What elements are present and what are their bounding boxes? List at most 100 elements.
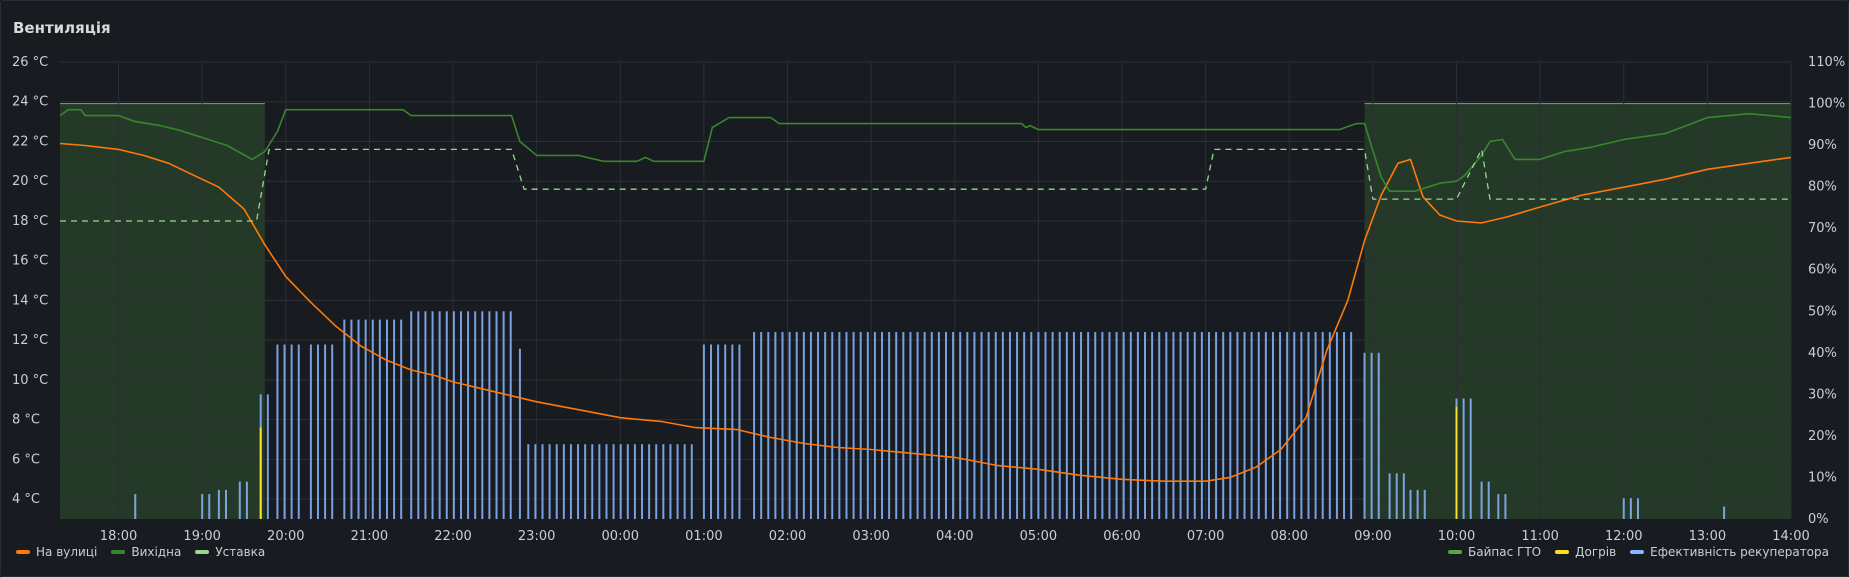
y-left-tick-label: 4 °C	[12, 492, 40, 507]
x-tick-label: 02:00	[769, 529, 806, 544]
efficiency-bar	[266, 394, 269, 519]
efficiency-bar	[518, 348, 521, 519]
efficiency-bar	[1207, 332, 1210, 519]
efficiency-bar	[1264, 332, 1267, 519]
legend-left: На вулиці Вихідна Уставка	[16, 545, 265, 559]
y-left-tick-label: 20 °C	[12, 174, 48, 189]
y-left-tick-label: 6 °C	[12, 452, 40, 467]
efficiency-bar	[1497, 494, 1500, 519]
efficiency-bar	[1622, 498, 1625, 519]
efficiency-bar	[417, 311, 420, 519]
efficiency-bar	[1051, 332, 1054, 519]
legend-item[interactable]: Вихідна	[111, 545, 181, 559]
legend-item[interactable]: Байпас ГТО	[1448, 545, 1541, 559]
efficiency-bar	[690, 444, 693, 519]
efficiency-bar	[502, 311, 505, 519]
efficiency-bar	[459, 311, 462, 519]
y-right-tick-label: 30%	[1808, 387, 1837, 402]
efficiency-bar	[1072, 332, 1075, 519]
efficiency-bar	[245, 481, 248, 519]
x-tick-label: 19:00	[183, 529, 220, 544]
efficiency-bar	[555, 444, 558, 519]
efficiency-bar	[866, 332, 869, 519]
legend-swatch	[1630, 550, 1645, 554]
efficiency-bar	[1023, 332, 1026, 519]
series-line-На вулиці	[59, 142, 1792, 482]
x-tick-label: 03:00	[852, 529, 889, 544]
efficiency-bar	[577, 444, 580, 519]
efficiency-bar	[873, 332, 876, 519]
legend-item[interactable]: На вулиці	[16, 545, 97, 559]
y-left-tick-label: 10 °C	[12, 373, 48, 388]
panel-title: Вентиляція	[13, 19, 111, 37]
efficiency-bar	[760, 332, 763, 519]
efficiency-bar	[802, 332, 805, 519]
efficiency-bar	[1136, 332, 1139, 519]
efficiency-bar	[1001, 332, 1004, 519]
legend-label: Вихідна	[131, 545, 182, 559]
legend-item[interactable]: Догрів	[1555, 545, 1616, 559]
bypass-region-1	[1364, 103, 1791, 519]
legend-label: Догрів	[1575, 545, 1617, 559]
legend-label: Ефективність рекуператора	[1650, 545, 1829, 559]
legend-swatch	[195, 550, 210, 554]
efficiency-bar	[569, 444, 572, 519]
efficiency-bar	[1193, 332, 1196, 519]
legend-item[interactable]: Ефективність рекуператора	[1630, 545, 1829, 559]
y-left-tick-label: 14 °C	[12, 293, 48, 308]
efficiency-bar	[1636, 498, 1639, 519]
efficiency-bar	[1129, 332, 1132, 519]
efficiency-bar	[438, 311, 441, 519]
y-right-tick-label: 110%	[1808, 55, 1845, 70]
efficiency-bar	[952, 332, 955, 519]
efficiency-bar	[1236, 332, 1239, 519]
efficiency-bar	[1087, 332, 1090, 519]
x-tick-label: 01:00	[685, 529, 722, 544]
reheat-bar	[1455, 406, 1458, 519]
efficiency-bar	[1108, 332, 1111, 519]
efficiency-bar	[683, 444, 686, 519]
efficiency-bar	[357, 319, 360, 519]
x-tick-label: 09:00	[1354, 529, 1391, 544]
efficiency-bar	[817, 332, 820, 519]
legend-swatch	[1448, 550, 1463, 554]
efficiency-bar	[795, 332, 798, 519]
efficiency-bar	[1158, 332, 1161, 519]
efficiency-bar	[474, 311, 477, 519]
efficiency-bar	[774, 332, 777, 519]
x-tick-label: 14:00	[1772, 529, 1809, 544]
efficiency-bar	[534, 444, 537, 519]
bypass-region-0	[60, 103, 265, 519]
y-right-tick-label: 20%	[1808, 429, 1837, 444]
x-tick-label: 20:00	[267, 529, 304, 544]
legend-label: Байпас ГТО	[1468, 545, 1542, 559]
efficiency-bar	[1286, 332, 1289, 519]
efficiency-bar	[283, 344, 286, 519]
x-tick-label: 08:00	[1271, 529, 1308, 544]
efficiency-bar	[331, 344, 334, 519]
efficiency-bar	[495, 311, 498, 519]
efficiency-bar	[324, 344, 327, 519]
efficiency-bar	[1229, 332, 1232, 519]
efficiency-bar	[648, 444, 651, 519]
efficiency-bar	[1629, 498, 1632, 519]
efficiency-bar	[1402, 473, 1405, 519]
efficiency-bar	[923, 332, 926, 519]
efficiency-bar	[1016, 332, 1019, 519]
efficiency-bar	[1250, 332, 1253, 519]
efficiency-bar	[217, 489, 220, 519]
efficiency-bar	[1469, 398, 1472, 519]
efficiency-bar	[633, 444, 636, 519]
y-right-tick-label: 10%	[1808, 470, 1837, 485]
y-left-tick-label: 16 °C	[12, 254, 48, 269]
efficiency-bar	[584, 444, 587, 519]
legend-item[interactable]: Уставка	[195, 545, 265, 559]
efficiency-bar	[598, 444, 601, 519]
x-tick-label: 10:00	[1438, 529, 1475, 544]
efficiency-bar	[902, 332, 905, 519]
efficiency-bar	[316, 344, 319, 519]
legend-swatch	[111, 550, 126, 554]
efficiency-bar	[655, 444, 658, 519]
efficiency-bar	[1030, 332, 1033, 519]
efficiency-bar	[238, 481, 241, 519]
